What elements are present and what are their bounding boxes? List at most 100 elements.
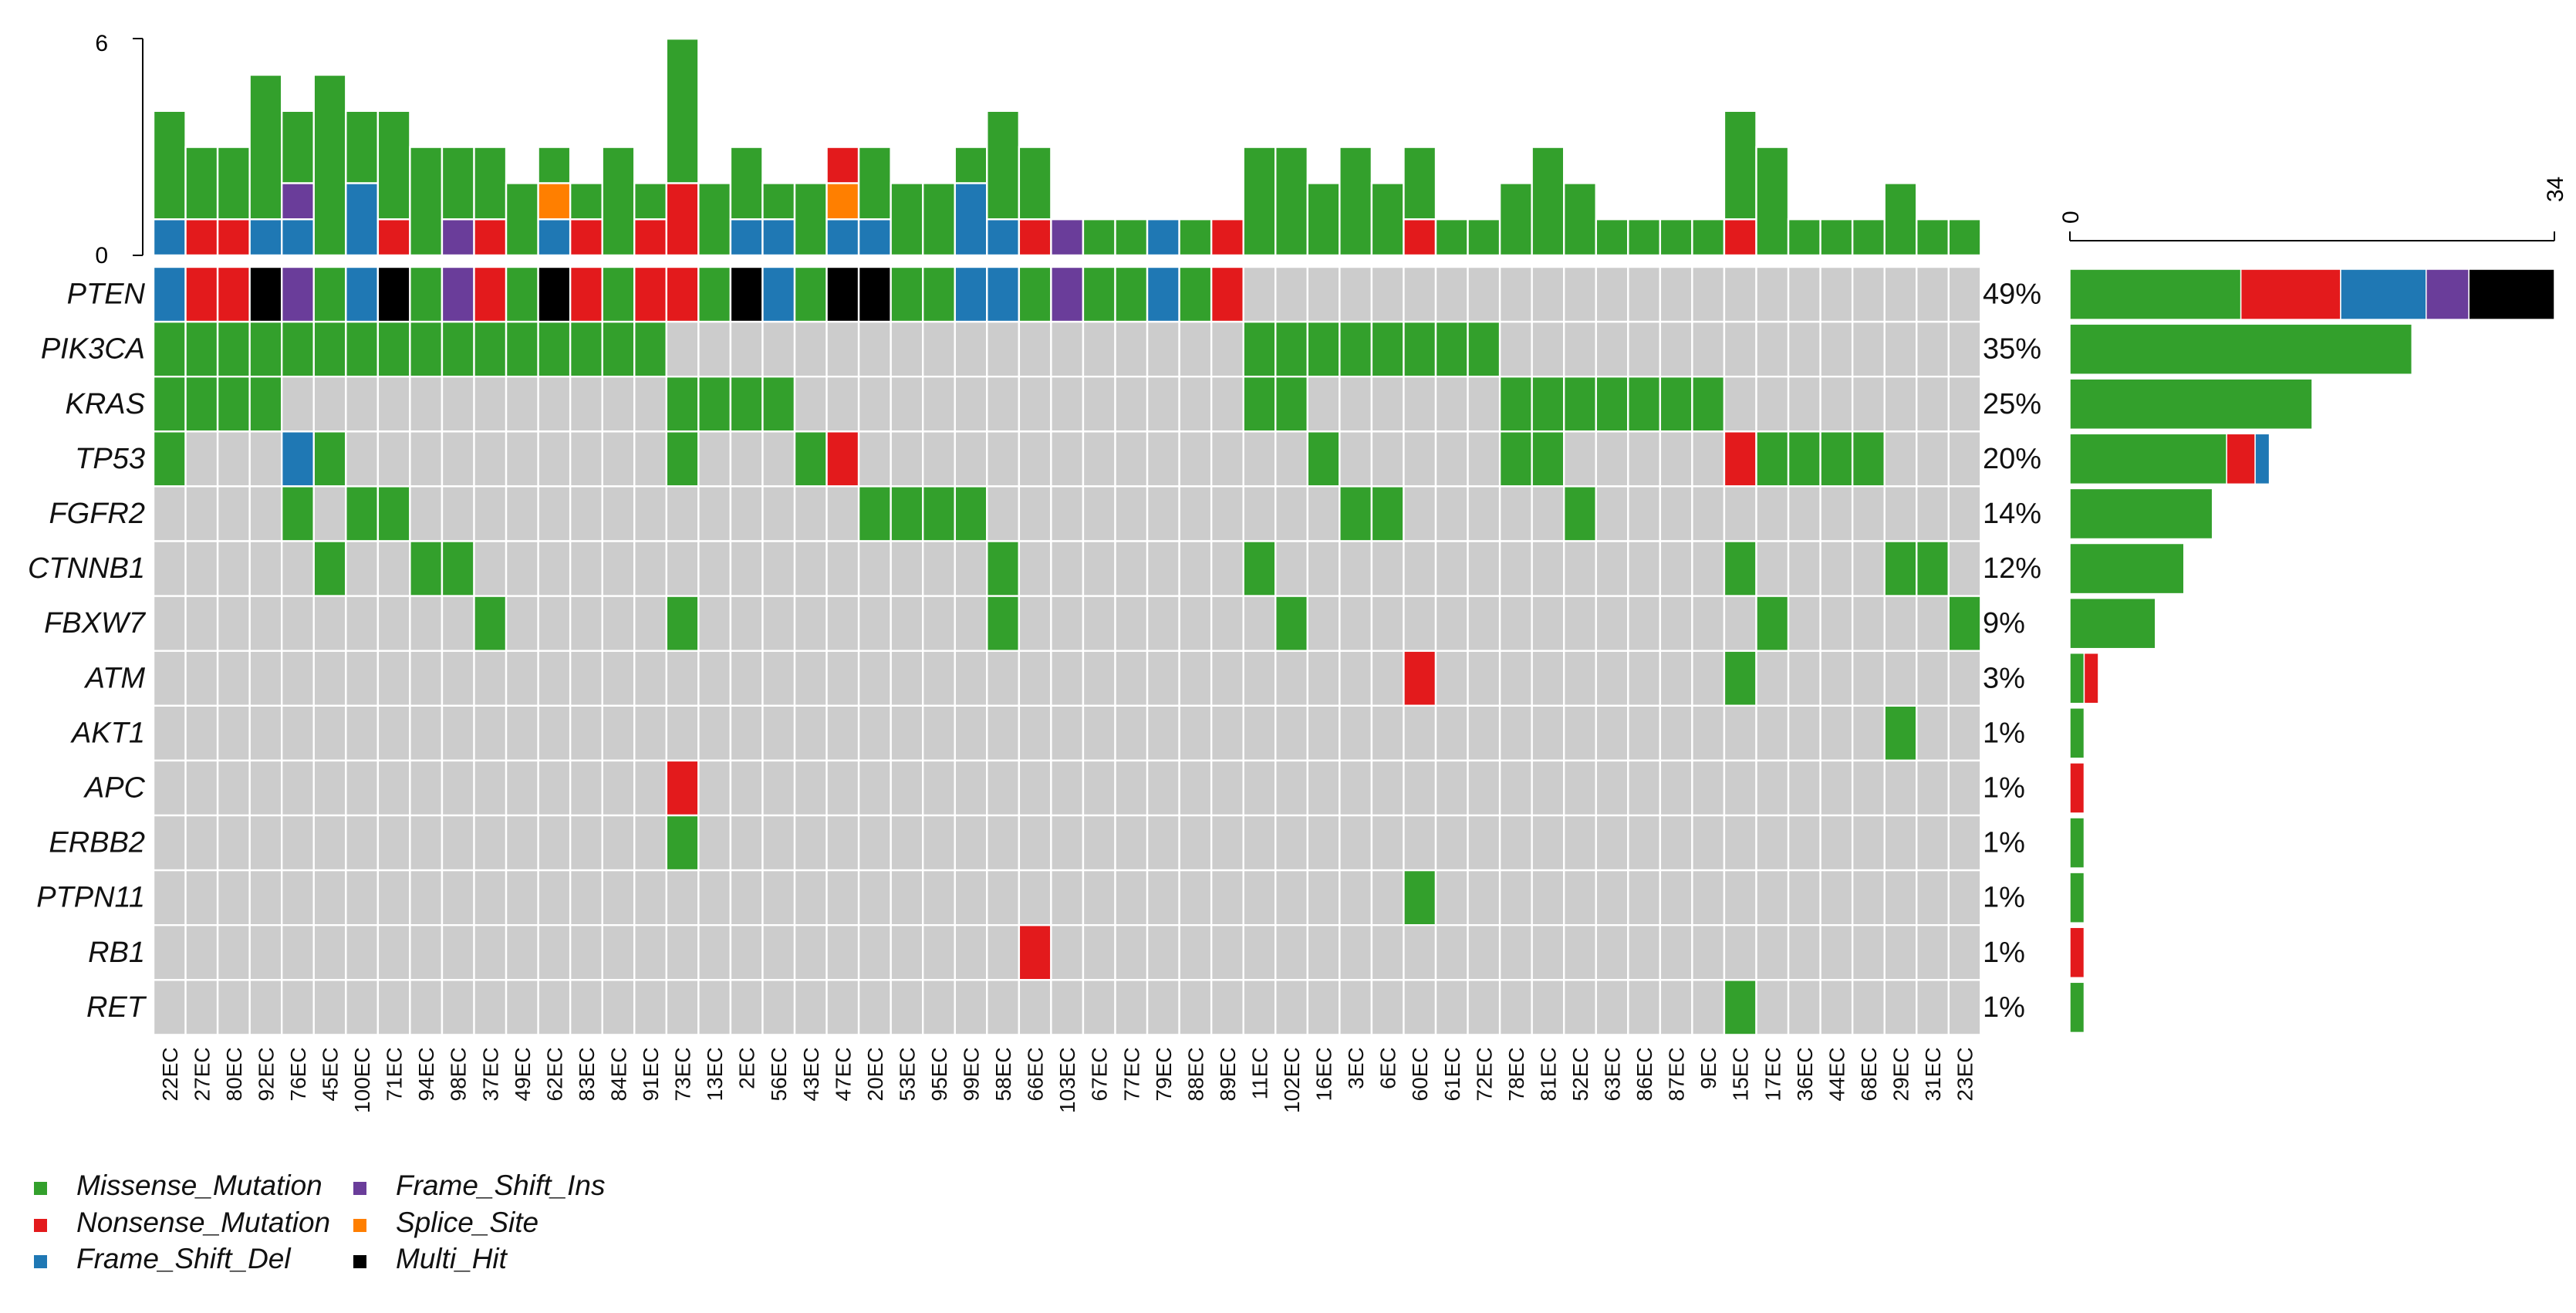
matrix-cell-fbxw7-78ec	[1500, 596, 1532, 651]
matrix-cell-tp53-73ec	[667, 431, 699, 486]
top-bar-segment-9ec	[1692, 219, 1724, 255]
matrix-cell-fgfr2-86ec	[1628, 486, 1660, 541]
matrix-cell-erbb2-47ec	[827, 815, 859, 870]
sample-label: 58EC	[991, 1047, 1015, 1101]
matrix-cell-fbxw7-66ec	[1019, 596, 1052, 651]
right-bar-segment-atm	[2070, 653, 2084, 704]
matrix-cell-ret-67ec	[1083, 980, 1116, 1035]
matrix-cell-ctnnb1-95ec	[923, 542, 955, 596]
matrix-cell-ret-31ec	[1916, 980, 1949, 1035]
matrix-cell-tp53-58ec	[987, 431, 1019, 486]
matrix-cell-pten-62ec	[538, 267, 571, 322]
matrix-cell-ret-53ec	[891, 980, 923, 1035]
matrix-cell-pten-98ec	[442, 267, 474, 322]
matrix-cell-pten-6ec	[1372, 267, 1404, 322]
top-bar-segment-20ec	[859, 219, 891, 255]
matrix-cell-kras-15ec	[1724, 376, 1757, 431]
matrix-cell-ret-52ec	[1564, 980, 1596, 1035]
matrix-cell-ctnnb1-91ec	[634, 542, 667, 596]
matrix-cell-ret-36ec	[1788, 980, 1821, 1035]
top-bar-segment-37ec	[474, 147, 507, 220]
sample-label: 2EC	[735, 1047, 759, 1089]
top-bar-segment-79ec	[1147, 219, 1180, 255]
matrix-cell-apc-60ec	[1403, 761, 1436, 815]
matrix-cell-tp53-76ec	[282, 431, 314, 486]
matrix-cell-fbxw7-49ec	[506, 596, 538, 651]
gene-label: ERBB2	[49, 827, 145, 859]
matrix-cell-kras-79ec	[1147, 376, 1180, 431]
matrix-cell-fbxw7-31ec	[1916, 596, 1949, 651]
matrix-cell-akt1-9ec	[1692, 706, 1724, 761]
matrix-cell-atm-60ec	[1403, 651, 1436, 706]
matrix-cell-fgfr2-102ec	[1275, 486, 1308, 541]
matrix-cell-erbb2-37ec	[474, 815, 507, 870]
matrix-cell-erbb2-22ec	[154, 815, 186, 870]
matrix-cell-tp53-100ec	[346, 431, 378, 486]
top-bar-segment-44ec	[1821, 219, 1853, 255]
matrix-cell-ptpn11-45ec	[314, 870, 346, 925]
matrix-cell-fgfr2-58ec	[987, 486, 1019, 541]
matrix-cell-ctnnb1-62ec	[538, 542, 571, 596]
percentage-label: 1%	[1983, 717, 2025, 749]
matrix-cell-akt1-86ec	[1628, 706, 1660, 761]
gene-labels: PTEN PIK3CA KRAS TP53 FGFR2 CTNNB1 FBXW7 ATM AKT…	[28, 278, 147, 1024]
matrix-cell-fbxw7-67ec	[1083, 596, 1116, 651]
matrix-cell-ret-27ec	[186, 980, 218, 1035]
matrix-cell-atm-89ec	[1211, 651, 1244, 706]
matrix-cell-ptpn11-61ec	[1436, 870, 1468, 925]
percentage-label: 1%	[1983, 991, 2025, 1024]
matrix-cell-ptpn11-77ec	[1116, 870, 1148, 925]
top-bar-segment-77ec	[1116, 219, 1148, 255]
matrix-cell-pik3ca-66ec	[1019, 322, 1052, 376]
matrix-cell-rb1-81ec	[1532, 925, 1565, 980]
matrix-cell-tp53-15ec	[1724, 431, 1757, 486]
matrix-cell-kras-62ec	[538, 376, 571, 431]
legend: Missense_Mutation Nonsense_Mutation Frame_…	[34, 1170, 605, 1274]
matrix-cell-pten-63ec	[1596, 267, 1629, 322]
matrix-cell-ptpn11-49ec	[506, 870, 538, 925]
sample-label: 95EC	[927, 1047, 951, 1101]
matrix-cell-pik3ca-45ec	[314, 322, 346, 376]
gene-mutation-bars	[2070, 269, 2554, 1032]
matrix-cell-akt1-87ec	[1660, 706, 1693, 761]
matrix-cell-ret-47ec	[827, 980, 859, 1035]
matrix-cell-akt1-36ec	[1788, 706, 1821, 761]
matrix-cell-apc-58ec	[987, 761, 1019, 815]
top-bar-segment-76ec	[282, 183, 314, 219]
top-bar-segment-53ec	[891, 183, 923, 255]
matrix-cell-ptpn11-67ec	[1083, 870, 1116, 925]
matrix-cell-ret-98ec	[442, 980, 474, 1035]
matrix-cell-ptpn11-88ec	[1180, 870, 1212, 925]
matrix-cell-atm-72ec	[1468, 651, 1501, 706]
matrix-cell-apc-17ec	[1757, 761, 1789, 815]
matrix-cell-fgfr2-62ec	[538, 486, 571, 541]
matrix-cell-erbb2-58ec	[987, 815, 1019, 870]
top-bar-segment-2ec	[731, 147, 763, 220]
matrix-cell-tp53-103ec	[1051, 431, 1083, 486]
matrix-cell-fbxw7-71ec	[378, 596, 410, 651]
top-bar-segment-83ec	[570, 183, 603, 219]
matrix-cell-ptpn11-78ec	[1500, 870, 1532, 925]
matrix-cell-kras-89ec	[1211, 376, 1244, 431]
matrix-cell-atm-77ec	[1116, 651, 1148, 706]
right-axis-tick-label-zero: 0	[2058, 211, 2084, 224]
matrix-cell-ret-72ec	[1468, 980, 1501, 1035]
matrix-cell-rb1-87ec	[1660, 925, 1693, 980]
matrix-cell-apc-80ec	[218, 761, 250, 815]
top-bar-segment-47ec	[827, 183, 859, 219]
matrix-cell-fgfr2-49ec	[506, 486, 538, 541]
matrix-cell-ptpn11-60ec	[1403, 870, 1436, 925]
matrix-cell-erbb2-36ec	[1788, 815, 1821, 870]
matrix-cell-akt1-52ec	[1564, 706, 1596, 761]
matrix-cell-kras-23ec	[1949, 376, 1981, 431]
matrix-cell-ptpn11-102ec	[1275, 870, 1308, 925]
matrix-cell-pten-78ec	[1500, 267, 1532, 322]
matrix-cell-ctnnb1-29ec	[1885, 542, 1917, 596]
matrix-cell-rb1-9ec	[1692, 925, 1724, 980]
matrix-cell-tp53-29ec	[1885, 431, 1917, 486]
matrix-cell-tp53-94ec	[410, 431, 442, 486]
legend-swatch-splice-site	[353, 1219, 366, 1232]
matrix-cell-fbxw7-29ec	[1885, 596, 1917, 651]
right-bar-segment-akt1	[2070, 708, 2084, 758]
matrix-cell-rb1-73ec	[667, 925, 699, 980]
